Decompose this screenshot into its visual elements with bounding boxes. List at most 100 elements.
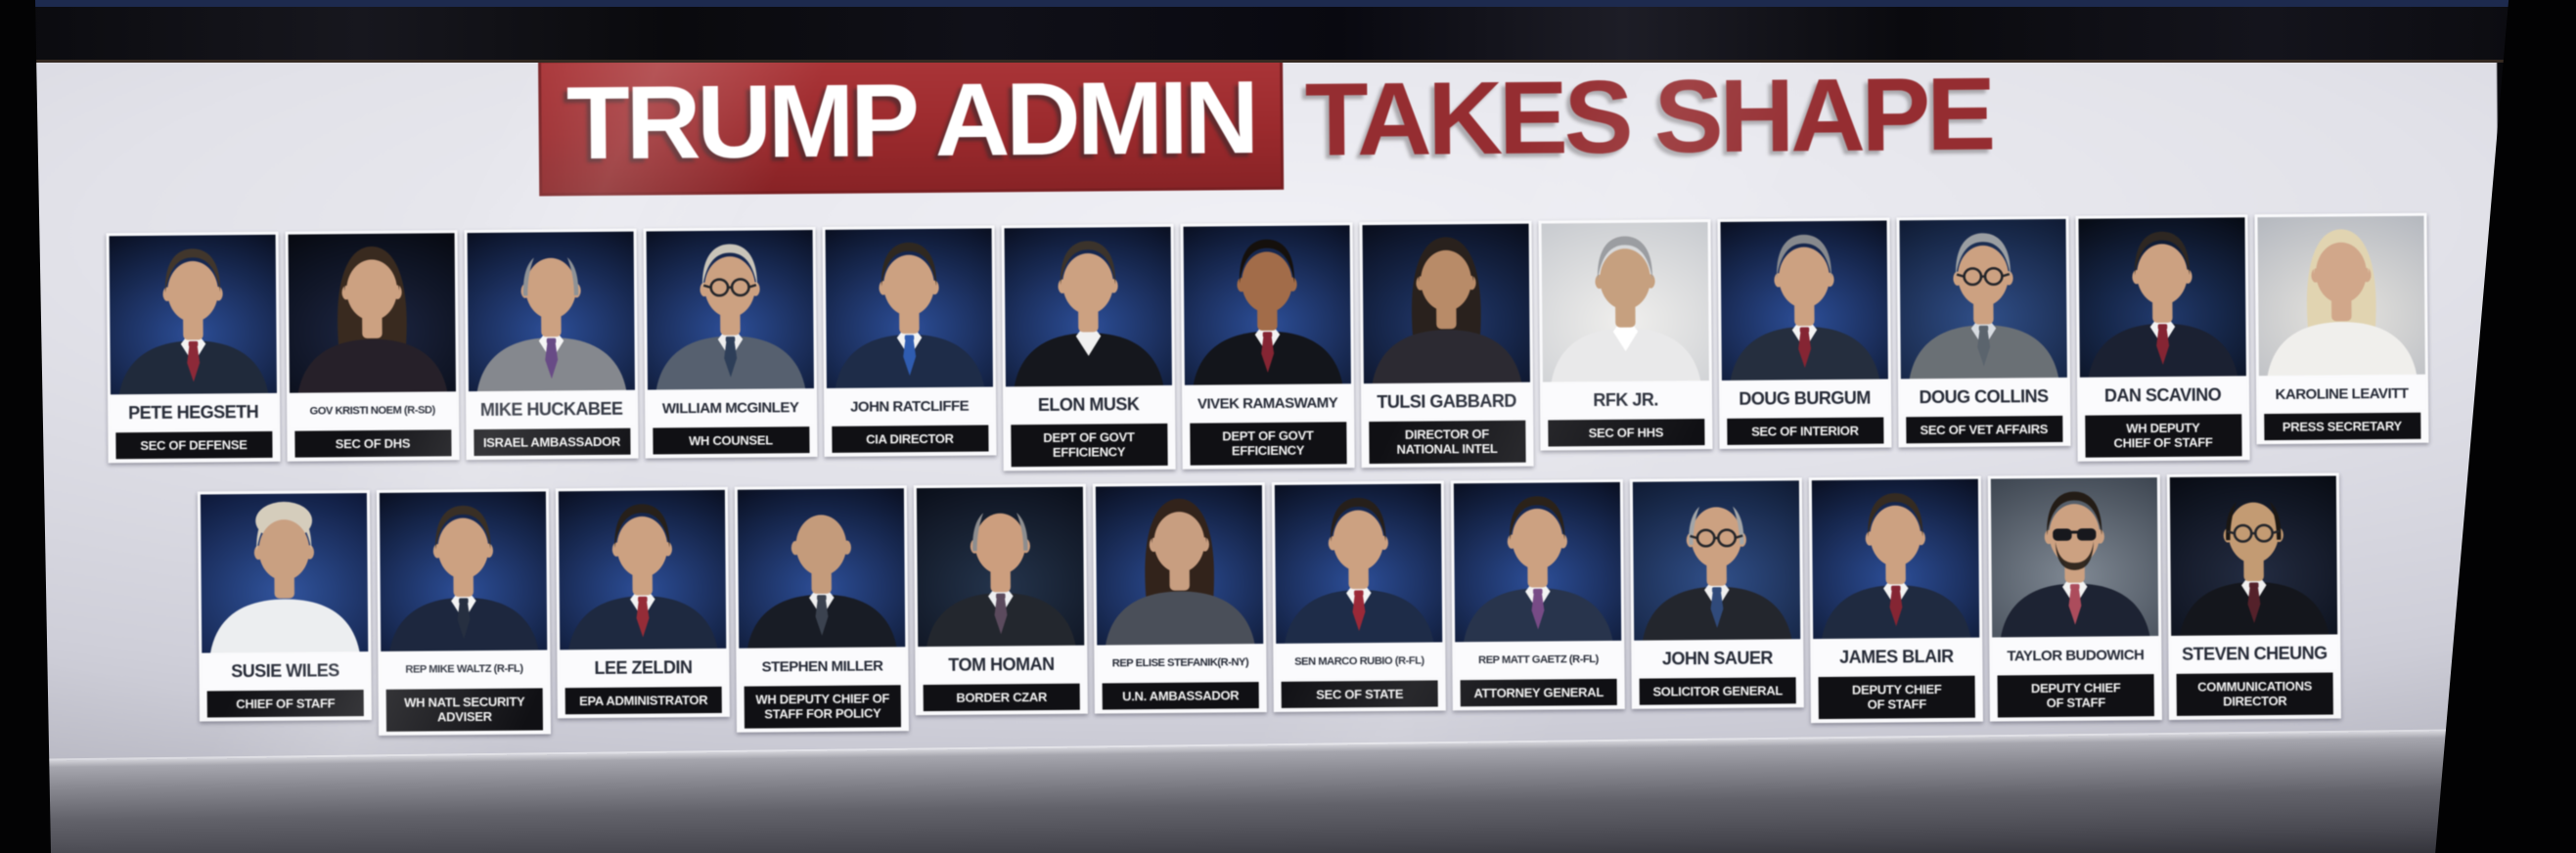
person-photo (109, 234, 277, 395)
person-card: WILLIAM MCGINLEY WH COUNSEL (643, 227, 818, 459)
person-photo (467, 231, 635, 392)
person-photo (737, 488, 906, 649)
person-name: PETE HEGSETH (110, 394, 277, 430)
person-card: REP MIKE WALTZ (R-FL) WH NATL SECURITY AD… (376, 488, 552, 736)
person-name: VIVEK RAMASWAMY (1184, 385, 1351, 421)
studio-top-bezel (0, 0, 2576, 63)
person-name: SUSIE WILES (202, 653, 369, 689)
person-photo (1990, 477, 2159, 638)
person-name: WILLIAM MCGINLEY (647, 390, 814, 426)
person-name: DOUG BURGUM (1721, 381, 1888, 416)
person-title: BORDER CZAR (923, 683, 1080, 712)
person-silhouette-icon (1642, 506, 1792, 641)
person-card: DOUG BURGUM SEC OF INTERIOR (1716, 217, 1892, 450)
person-card: DOUG COLLINS SEC OF VET AFFAIRS (1895, 215, 2071, 448)
person-title: DIRECTOR OF NATIONAL INTEL (1368, 420, 1526, 464)
person-name: GOV KRISTI NOEM (R-SD) (289, 393, 456, 428)
person-card: DAN SCAVINO WH DEPUTY CHIEF OF STAFF (2074, 214, 2250, 462)
person-photo (2256, 215, 2425, 377)
person-name: STEPHEN MILLER (739, 649, 906, 684)
person-name: STEVEN CHEUNG (2171, 636, 2338, 671)
person-photo (646, 230, 814, 390)
person-card: JAMES BLAIR DEPUTY CHIEF OF STAFF (1808, 475, 1983, 723)
person-name: REP ELISE STEFANIK(R-NY) (1097, 646, 1264, 681)
person-name: SEN MARCO RUBIO (R-FL) (1276, 644, 1443, 679)
person-name: JOHN SAUER (1634, 641, 1801, 676)
person-silhouette-icon (2087, 231, 2237, 378)
person-silhouette-icon (2266, 229, 2417, 377)
headline-highlight: TRUMP ADMIN (537, 53, 1285, 197)
person-silhouette-icon (1821, 493, 1971, 640)
person-silhouette-icon (1192, 239, 1342, 385)
person-title: WH DEPUTY CHIEF OF STAFF FOR POLICY (744, 685, 901, 729)
person-title: WH DEPUTY CHIEF OF STAFF (2084, 414, 2242, 458)
person-title: EPA ADMINISTRATOR (565, 686, 722, 715)
person-title: SOLICITOR GENERAL (1639, 677, 1796, 706)
person-title: ISRAEL AMBASSADOR (473, 427, 631, 457)
person-card: TOM HOMAN BORDER CZAR (913, 483, 1088, 716)
person-title: CHIEF OF STAFF (206, 690, 364, 718)
person-photo (916, 486, 1085, 648)
person-silhouette-icon (296, 246, 447, 393)
person-photo (2077, 217, 2246, 378)
person-name: TOM HOMAN (918, 647, 1085, 683)
person-photo (200, 493, 369, 653)
person-card: ELON MUSK DEPT OF GOVT EFFICIENCY (1001, 223, 1176, 471)
person-photo (1095, 485, 1264, 646)
person-card: MIKE HUCKABEE ISRAEL AMBASSADOR (464, 228, 639, 461)
person-title: U.N. AMBASSADOR (1102, 682, 1259, 710)
person-photo (1720, 220, 1888, 381)
person-name: JAMES BLAIR (1813, 639, 1980, 675)
person-photo (1004, 226, 1172, 387)
person-photo (1274, 483, 1443, 644)
person-photo (1453, 481, 1622, 643)
person-card: SUSIE WILES CHIEF OF STAFF (197, 490, 372, 722)
person-name: TULSI GABBARD (1363, 383, 1530, 420)
person-silhouette-icon (746, 515, 897, 649)
person-photo (1899, 218, 2067, 380)
person-title: SEC OF INTERIOR (1726, 417, 1883, 446)
person-card: PETE HEGSETH SEC OF DEFENSE (106, 231, 281, 464)
video-wall-screen: TRUMP ADMIN TAKES SHAPE PETE HEGSETH SEC … (31, 3, 2504, 780)
person-card: RFK JR. SEC OF HHS (1537, 219, 1713, 451)
person-card: SEN MARCO RUBIO (R-FL) SEC OF STATE (1271, 480, 1446, 713)
person-photo (558, 489, 727, 651)
person-title: DEPT OF GOVT EFFICIENCY (1010, 423, 1168, 467)
person-card: JOHN RATCLIFFE CIA DIRECTOR (822, 225, 997, 458)
person-name: DOUG COLLINS (1900, 379, 2067, 415)
person-card: LEE ZELDIN EPA ADMINISTRATOR (555, 486, 730, 719)
person-name: KAROLINE LEAVITT (2258, 376, 2425, 412)
person-title: DEPUTY CHIEF OF STAFF (1818, 675, 1975, 719)
person-silhouette-icon (388, 505, 539, 651)
person-photo (2169, 475, 2338, 636)
person-silhouette-icon (1463, 496, 1613, 643)
person-silhouette-icon (834, 242, 984, 388)
person-card: JOHN SAUER SOLICITOR GENERAL (1629, 477, 1804, 710)
person-title: WH NATL SECURITY ADVISER (385, 688, 543, 732)
person-card: STEVEN CHEUNG COMMUNICATIONS DIRECTOR (2166, 472, 2341, 720)
person-silhouette-icon (1550, 236, 1700, 382)
person-card: STEPHEN MILLER WH DEPUTY CHIEF OF STAFF F… (734, 485, 910, 733)
cabinet-row-top: PETE HEGSETH SEC OF DEFENSE GOV KRISTI NO… (34, 212, 2501, 491)
person-title: DEPUTY CHIEF OF STAFF (1997, 674, 2154, 718)
person-title: SEC OF VET AFFAIRS (1905, 415, 2062, 444)
person-photo (1541, 222, 1709, 382)
person-silhouette-icon (655, 244, 805, 390)
person-title: SEC OF DEFENSE (114, 430, 273, 460)
person-name: REP MIKE WALTZ (R-FL) (381, 651, 548, 687)
headline-rest: TAKES SHAPE (1304, 56, 1993, 178)
person-photo (1183, 225, 1351, 385)
person-card: GOV KRISTI NOEM (R-SD) SEC OF DHS (285, 230, 460, 463)
person-title: CIA DIRECTOR (831, 425, 989, 454)
person-silhouette-icon (117, 248, 268, 395)
person-name: REP MATT GAETZ (R-FL) (1455, 642, 1622, 678)
person-title: SEC OF HHS (1547, 419, 1705, 447)
person-silhouette-icon (1908, 233, 2058, 380)
person-silhouette-icon (1371, 237, 1521, 384)
person-photo (379, 491, 548, 651)
person-name: DAN SCAVINO (2079, 378, 2246, 413)
person-title: COMMUNICATIONS DIRECTOR (2176, 672, 2333, 716)
person-photo (1362, 223, 1530, 384)
person-silhouette-icon (926, 513, 1076, 648)
person-name: ELON MUSK (1005, 386, 1172, 423)
